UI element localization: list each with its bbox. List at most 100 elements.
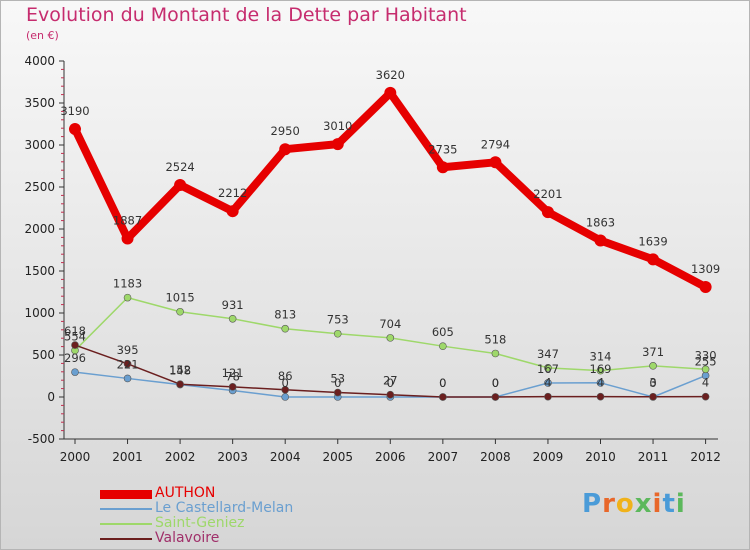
legend-swatch — [100, 489, 152, 499]
data-point — [174, 178, 187, 191]
brand-letter: o — [615, 489, 635, 519]
x-tick-label: 2008 — [480, 450, 511, 464]
data-label: 605 — [432, 325, 454, 339]
data-point — [596, 379, 605, 387]
data-point — [544, 364, 552, 372]
x-tick-label: 2003 — [217, 450, 248, 464]
data-point — [436, 161, 449, 174]
data-point — [491, 393, 500, 401]
data-label: 1639 — [638, 234, 667, 248]
x-tick-label: 2010 — [585, 450, 616, 464]
data-point — [176, 307, 184, 316]
legend-swatch — [100, 538, 152, 540]
x-tick-label: 2007 — [428, 450, 459, 464]
brand-letter: i — [675, 489, 686, 519]
brand-letter: x — [634, 489, 653, 519]
data-label: 0 — [282, 376, 289, 390]
data-label: 169 — [590, 362, 612, 376]
data-label: 3010 — [323, 119, 352, 133]
y-tick-label: 1000 — [24, 306, 55, 320]
y-tick-label: 2500 — [24, 180, 55, 194]
legend-label: Valavoire — [155, 530, 220, 546]
data-label: 1015 — [165, 291, 194, 305]
x-tick-label: 2001 — [112, 450, 143, 464]
data-point — [596, 366, 605, 375]
data-label: 618 — [64, 324, 86, 338]
data-label: 371 — [642, 345, 664, 359]
y-tick-label: 0 — [47, 390, 55, 404]
x-tick-label: 2002 — [165, 450, 196, 464]
y-tick-label: 1500 — [24, 264, 55, 278]
data-point — [121, 232, 134, 245]
data-point — [333, 388, 342, 397]
data-label: 255 — [695, 355, 717, 369]
data-label: 3620 — [376, 68, 405, 82]
x-tick-label: 2012 — [690, 450, 721, 464]
data-label: 2794 — [481, 137, 510, 151]
data-label: 1183 — [113, 277, 142, 291]
series-line — [71, 88, 708, 291]
data-point — [71, 368, 79, 376]
data-point — [331, 138, 344, 151]
x-tick-label: 2000 — [60, 450, 91, 464]
brand-letter: r — [602, 489, 616, 519]
chart-title: Evolution du Montant de la Dette par Hab… — [26, 4, 467, 26]
data-label: 330 — [695, 348, 717, 362]
data-label: 2950 — [271, 124, 300, 138]
data-point — [544, 392, 552, 401]
data-label: 2201 — [533, 187, 562, 201]
data-label: 0 — [649, 376, 656, 390]
data-label: 395 — [117, 343, 139, 357]
data-label: 0 — [334, 376, 341, 390]
data-point — [123, 293, 132, 302]
data-point — [123, 374, 132, 383]
data-label: 1887 — [113, 213, 142, 227]
data-label: 27 — [383, 374, 398, 388]
legend-swatch — [100, 508, 152, 510]
x-tick-label: 2005 — [322, 450, 353, 464]
data-label: 931 — [222, 298, 244, 312]
x-tick-label: 2006 — [375, 450, 406, 464]
data-point — [594, 234, 607, 247]
data-point — [228, 383, 237, 391]
data-point — [489, 156, 502, 169]
data-label: 2524 — [165, 160, 194, 174]
data-label: 3 — [649, 376, 656, 390]
data-point — [699, 281, 712, 294]
data-point — [333, 329, 342, 338]
data-point — [541, 206, 554, 219]
y-tick-label: 500 — [32, 348, 55, 362]
x-tick-label: 2004 — [270, 450, 301, 464]
data-point — [701, 392, 710, 401]
data-label: 86 — [278, 369, 293, 383]
data-label: 0 — [439, 376, 446, 390]
axes: -500050010001500200025003000350040002000… — [24, 54, 720, 464]
data-point — [386, 334, 395, 342]
data-point — [228, 314, 237, 323]
data-label: 704 — [379, 317, 401, 331]
data-point — [649, 392, 657, 401]
y-tick-label: 2000 — [24, 222, 55, 236]
y-tick-label: 4000 — [24, 54, 55, 68]
data-label: 4 — [544, 376, 551, 390]
data-point — [281, 393, 290, 401]
data-label: 4 — [597, 376, 604, 390]
data-label: 2735 — [428, 142, 457, 156]
data-label: 554 — [64, 329, 86, 343]
data-label: 167 — [537, 362, 559, 376]
y-tick-label: 3500 — [24, 96, 55, 110]
data-labels: 3190 1887 2524 2212 2950 3010 3620 2735 2794 2201… — [60, 68, 720, 390]
data-point — [439, 342, 447, 350]
data-label: 78 — [225, 369, 240, 383]
brand-letter: t — [662, 489, 676, 519]
data-point — [384, 86, 397, 99]
x-tick-label: 2011 — [638, 450, 669, 464]
data-label: 0 — [387, 376, 394, 390]
data-point — [176, 380, 184, 389]
data-label: 0 — [492, 376, 499, 390]
data-label: 1309 — [691, 262, 720, 276]
data-label: 3190 — [60, 104, 89, 118]
y-tick-label: -500 — [28, 432, 55, 446]
x-tick-label: 2009 — [533, 450, 564, 464]
